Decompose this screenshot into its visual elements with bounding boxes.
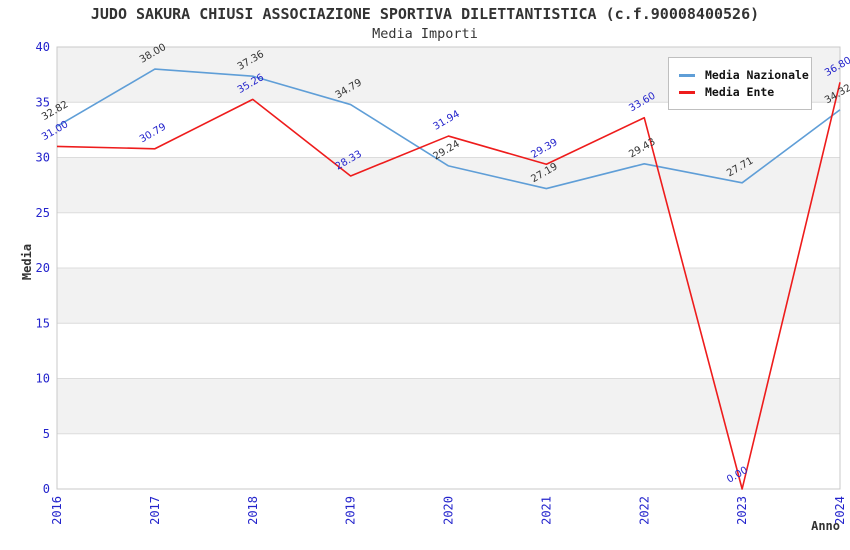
point-label: 29.43: [627, 137, 657, 161]
point-label: 31.94: [432, 109, 462, 133]
x-tick-label: 2023: [735, 496, 749, 525]
x-tick-label: 2024: [833, 496, 847, 525]
y-tick-label: 30: [36, 151, 50, 165]
y-tick-label: 0: [43, 482, 50, 496]
x-tick-label: 2018: [246, 496, 260, 525]
y-tick-label: 10: [36, 372, 50, 386]
grid-band: [57, 378, 840, 434]
legend-label: Media Ente: [705, 85, 775, 99]
x-tick-label: 2020: [442, 496, 456, 525]
x-axis-title: Anno: [811, 519, 840, 533]
y-tick-label: 20: [36, 261, 50, 275]
line-swatch-icon: [679, 90, 695, 94]
y-tick-label: 40: [36, 40, 50, 54]
y-tick-label: 35: [36, 95, 50, 109]
y-axis-title: Media: [20, 243, 34, 281]
point-label: 30.79: [138, 122, 168, 146]
grid-band: [57, 268, 840, 324]
x-tick-label: 2016: [50, 496, 64, 525]
legend: Media Nazionale Media Ente: [668, 57, 812, 110]
y-tick-label: 15: [36, 316, 50, 330]
line-swatch-icon: [679, 73, 695, 77]
legend-item-media-ente: Media Ente: [679, 85, 805, 99]
x-tick-label: 2019: [344, 496, 358, 525]
x-tick-label: 2022: [637, 496, 651, 525]
chart-title: JUDO SAKURA CHIUSI ASSOCIAZIONE SPORTIVA…: [90, 5, 760, 23]
y-tick-label: 25: [36, 206, 50, 220]
legend-item-media-nazionale: Media Nazionale: [679, 68, 809, 82]
x-tick-label: 2017: [148, 496, 162, 525]
x-tick-label: 2021: [539, 496, 553, 525]
series-line-media-ente: [56, 82, 841, 490]
plot-border: [56, 46, 841, 490]
point-label: 0.00: [725, 465, 750, 486]
legend-label: Media Nazionale: [705, 68, 809, 82]
series-line-media-nazionale: [56, 68, 841, 190]
y-tick-label: 5: [43, 427, 50, 441]
chart-subtitle: Media Importi: [372, 26, 478, 42]
